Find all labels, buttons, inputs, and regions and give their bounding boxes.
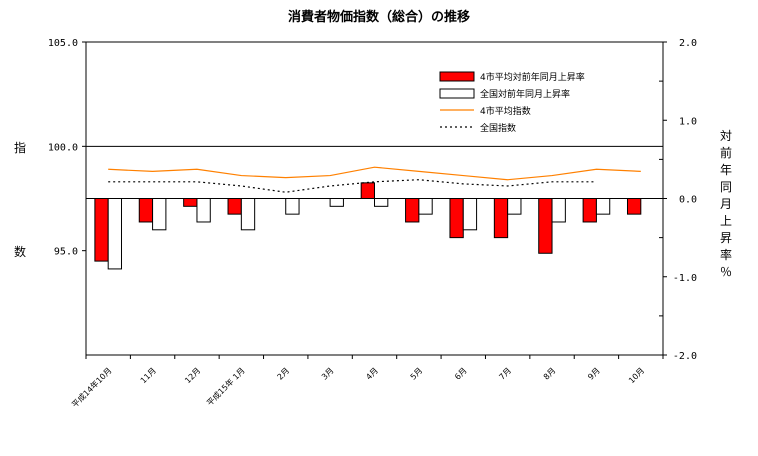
- bar-national-rate: [462, 198, 478, 231]
- category-label: 6月: [453, 366, 469, 382]
- legend-label: 全国対前年同月上昇率: [480, 88, 570, 100]
- legend-swatch: [439, 88, 475, 99]
- bar-national-rate: [374, 198, 389, 207]
- category-label: 4月: [364, 366, 380, 382]
- category-label: 平成15年 1月: [204, 365, 246, 407]
- right-axis-label-char: 率: [720, 247, 732, 262]
- right-axis-label-char: 月: [720, 197, 732, 211]
- line-national-index: [108, 179, 597, 193]
- bar-four-city-rate: [183, 198, 198, 207]
- line-four-city-index: [108, 166, 641, 181]
- right-tick-label: 0.0: [679, 195, 697, 206]
- bar-four-city-rate: [405, 198, 420, 223]
- legend-label: 全国指数: [480, 122, 516, 134]
- bar-four-city-rate: [227, 198, 242, 215]
- right-axis-label-char: ％: [720, 265, 732, 279]
- bar-four-city-rate: [138, 198, 154, 223]
- bar-four-city-rate: [449, 198, 464, 239]
- category-label: 8月: [542, 366, 558, 382]
- bar-national-rate: [196, 198, 211, 223]
- category-label: 平成14年10月: [70, 365, 114, 409]
- category-label: 3月: [320, 366, 336, 382]
- right-axis-label-char: 前: [720, 145, 732, 160]
- bar-national-rate: [107, 198, 123, 270]
- bar-four-city-rate: [493, 198, 509, 239]
- bar-national-rate: [285, 198, 300, 215]
- bar-national-rate: [152, 198, 167, 231]
- left-axis-label-top: 指: [14, 140, 26, 155]
- bar-national-rate: [551, 198, 566, 223]
- right-tick-label: -2.0: [673, 351, 697, 362]
- right-tick-label: 1.0: [679, 116, 697, 127]
- category-label: 11月: [139, 366, 158, 385]
- bar-national-rate: [507, 198, 522, 215]
- bar-national-rate: [418, 198, 433, 215]
- bar-four-city-rate: [538, 198, 553, 254]
- bar-four-city-rate: [626, 198, 642, 215]
- bar-four-city-rate: [94, 198, 109, 262]
- left-tick-label: 105.0: [48, 38, 78, 49]
- bar-national-rate: [595, 198, 611, 215]
- legend-swatch: [439, 71, 475, 82]
- bar-national-rate: [329, 198, 344, 207]
- bar-four-city-rate: [360, 182, 375, 200]
- category-label: 12月: [183, 366, 202, 385]
- category-label: 5月: [409, 366, 425, 382]
- left-tick-label: 95.0: [54, 247, 78, 258]
- chart-title: 消費者物価指数（総合）の推移: [288, 9, 470, 25]
- left-tick-label: 100.0: [48, 142, 78, 153]
- category-label: 10月: [627, 366, 646, 385]
- bar-four-city-rate: [582, 198, 597, 223]
- right-axis-label-char: 昇: [720, 231, 732, 245]
- left-axis-label-bottom: 数: [14, 244, 26, 259]
- category-label: 7月: [497, 366, 513, 382]
- right-axis-label-char: 同: [720, 180, 732, 194]
- bar-national-rate: [240, 198, 256, 231]
- right-axis-label-char: 対: [720, 129, 732, 143]
- right-axis-label-char: 年: [720, 163, 732, 177]
- right-tick-label: -1.0: [673, 273, 697, 284]
- category-label: 9月: [586, 366, 602, 382]
- right-axis-label-char: 上: [720, 214, 732, 228]
- category-label: 2月: [276, 366, 292, 382]
- legend-label: 4市平均指数: [480, 105, 531, 117]
- legend-label: 4市平均対前年同月上昇率: [480, 71, 585, 83]
- right-tick-label: 2.0: [679, 38, 697, 49]
